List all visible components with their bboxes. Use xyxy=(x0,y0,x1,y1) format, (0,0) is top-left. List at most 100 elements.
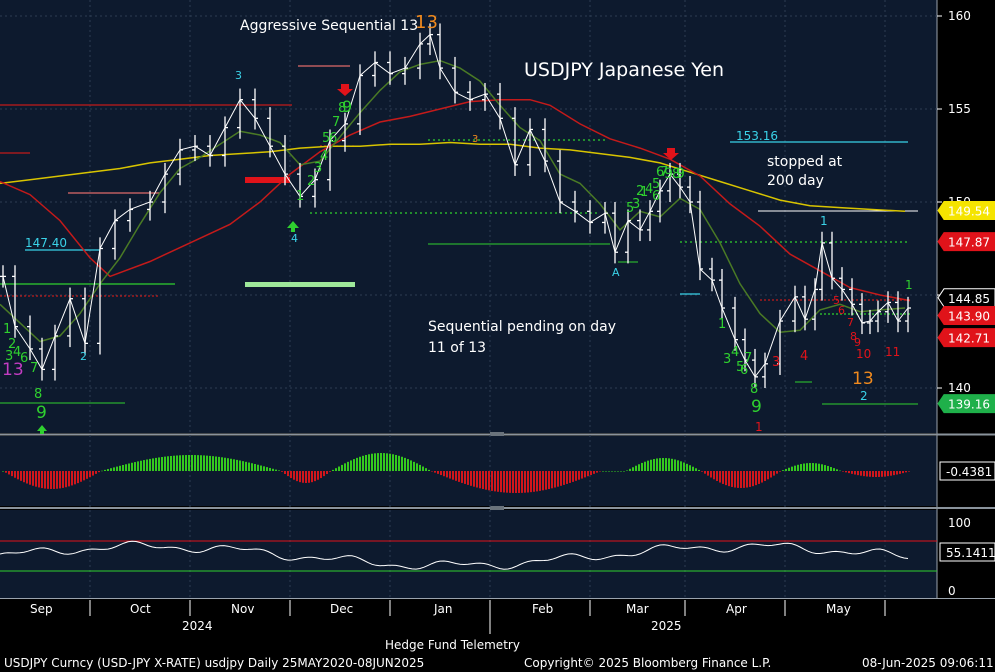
histogram-bar xyxy=(368,454,370,471)
histogram-bar xyxy=(329,471,331,472)
histogram-bar xyxy=(539,471,541,491)
histogram-bar xyxy=(305,471,307,483)
histogram-bar xyxy=(725,471,727,486)
seq-label: A xyxy=(612,266,620,279)
seq-label: 6 xyxy=(656,165,664,180)
histogram-bar xyxy=(800,464,802,471)
axis-tick-label: 155 xyxy=(948,102,971,116)
chart-title: USDJPY Japanese Yen xyxy=(524,59,724,81)
seq-label: 3 xyxy=(723,352,731,367)
histogram-bar xyxy=(245,461,247,471)
histogram-bar xyxy=(5,471,7,473)
histogram-bar xyxy=(233,459,235,471)
histogram-bar xyxy=(833,468,835,471)
histogram-bar xyxy=(617,471,619,472)
seq-label: 1 xyxy=(755,420,763,434)
histogram-bar xyxy=(872,471,874,477)
histogram-bar xyxy=(293,471,295,480)
oscillator-line xyxy=(0,540,909,570)
histogram-bar xyxy=(572,471,574,482)
histogram-bar xyxy=(614,471,616,472)
histogram-bar xyxy=(296,471,298,482)
sell-arrow-icon xyxy=(663,148,679,160)
month-label: Oct xyxy=(130,602,151,616)
histogram-bar xyxy=(437,471,439,474)
oscillator-tick-100: 100 xyxy=(948,516,971,530)
seq-label: 2 xyxy=(307,174,315,189)
footer-timestamp: 08-Jun-2025 09:06:11 xyxy=(862,656,994,670)
seq-label: 13 xyxy=(415,12,438,33)
histogram-bar xyxy=(887,471,889,477)
seq-label: 9 xyxy=(664,166,673,182)
histogram-bar xyxy=(371,453,373,471)
seq-label: 6 xyxy=(20,351,28,366)
histogram-bar xyxy=(326,471,328,474)
histogram-bar xyxy=(491,471,493,491)
seq-label: 2 xyxy=(8,337,16,352)
seq-label: 9 xyxy=(854,336,861,349)
month-label: Apr xyxy=(726,602,747,616)
histogram-bar xyxy=(545,471,547,490)
seq-label: 2 xyxy=(80,350,87,363)
series-layer xyxy=(0,23,911,388)
histogram-bar xyxy=(461,471,463,483)
value-tag xyxy=(937,328,995,348)
histogram-bar xyxy=(506,471,508,493)
histogram-bar xyxy=(515,471,517,493)
histogram-bar xyxy=(419,464,421,471)
month-label: Feb xyxy=(532,602,553,616)
histogram-bar xyxy=(494,471,496,492)
histogram-bar xyxy=(749,471,751,487)
histogram-bar xyxy=(401,456,403,471)
histogram-bar xyxy=(476,471,478,488)
histogram-bar xyxy=(566,471,568,484)
histogram-bar xyxy=(50,471,52,489)
month-label: Nov xyxy=(231,602,254,616)
signal-arrows xyxy=(37,84,679,434)
histogram-bar xyxy=(122,465,124,471)
seq-label: 8 xyxy=(34,387,42,402)
histogram-bar xyxy=(731,471,733,487)
histogram-bar xyxy=(851,471,853,474)
histogram-bar xyxy=(782,470,784,471)
histogram-bar xyxy=(668,458,670,471)
seq-label: 8 xyxy=(750,382,758,397)
histogram-bar xyxy=(425,468,427,471)
histogram-bar xyxy=(17,471,19,480)
histogram-bar xyxy=(170,455,172,471)
month-label: Dec xyxy=(330,602,353,616)
histogram-bar xyxy=(356,457,358,471)
histogram-bar xyxy=(809,463,811,471)
histogram-bar xyxy=(719,471,721,483)
histogram-bar xyxy=(647,460,649,471)
histogram-bar xyxy=(737,471,739,488)
histogram-bar xyxy=(806,463,808,471)
histogram-bar xyxy=(125,464,127,471)
annotation-stopped-at: stopped at xyxy=(767,154,843,170)
annotation-sequential-pending: Sequential pending on day xyxy=(428,319,616,335)
histogram-bar xyxy=(644,461,646,471)
footer-ticker-info: USDJPY Curncy (USD-JPY X-RATE) usdjpy Da… xyxy=(4,656,424,670)
histogram-bar xyxy=(449,471,451,479)
histogram-bar xyxy=(563,471,565,485)
histogram-bar xyxy=(620,471,622,472)
seq-label: 1 xyxy=(820,214,828,228)
histogram-bar xyxy=(290,471,292,479)
oscillator-panel xyxy=(0,510,937,598)
seq-label: 4 xyxy=(320,149,328,164)
histogram-bar xyxy=(479,471,481,489)
histogram-bar xyxy=(854,471,856,475)
histogram-bar xyxy=(452,471,454,480)
histogram-bar xyxy=(860,471,862,476)
histogram-bar xyxy=(440,471,442,476)
histogram-bar xyxy=(713,471,715,480)
histogram-bar xyxy=(107,469,109,471)
histogram-bar xyxy=(704,471,706,474)
seq-label: 7 xyxy=(847,316,854,329)
histogram-bar xyxy=(863,471,865,477)
histogram-bar xyxy=(578,471,580,480)
histogram-bar xyxy=(335,468,337,471)
histogram-bar xyxy=(314,471,316,482)
month-label: Sep xyxy=(30,602,53,616)
oscillator-tick-0: 0 xyxy=(948,584,956,598)
